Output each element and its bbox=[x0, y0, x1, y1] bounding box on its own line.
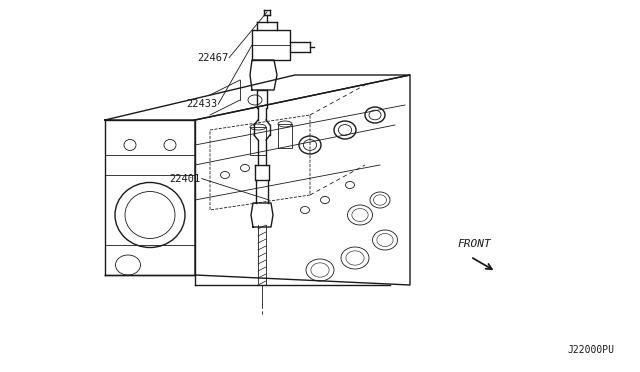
Bar bbox=[278, 124, 292, 148]
Bar bbox=[250, 127, 266, 155]
Text: J22000PU: J22000PU bbox=[568, 345, 614, 355]
Text: 22467: 22467 bbox=[197, 53, 228, 62]
Text: 22401: 22401 bbox=[170, 174, 201, 183]
Text: 22433: 22433 bbox=[186, 99, 218, 109]
Text: FRONT: FRONT bbox=[458, 239, 492, 249]
